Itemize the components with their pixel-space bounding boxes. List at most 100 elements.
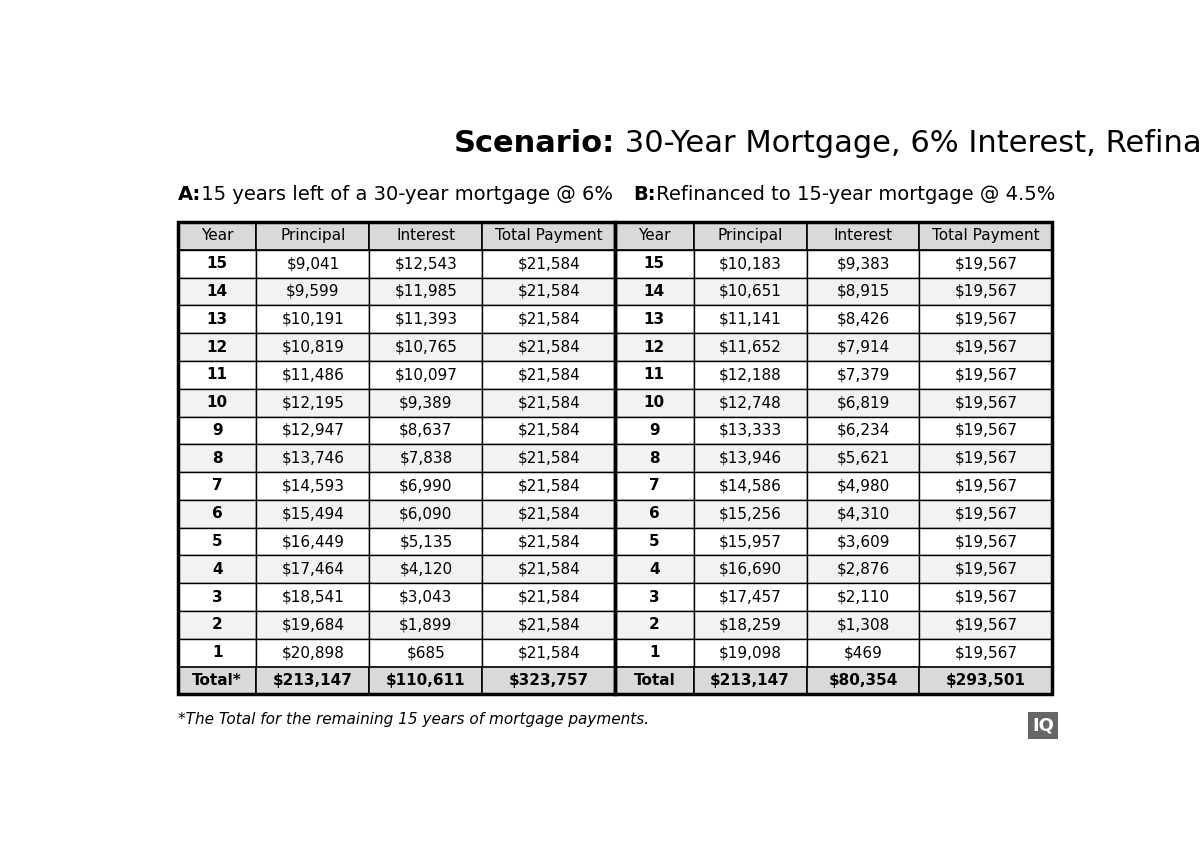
Text: $11,486: $11,486 [282,367,344,382]
Text: $21,584: $21,584 [517,479,580,493]
Text: $10,819: $10,819 [282,339,344,354]
Bar [482,416,616,444]
Bar [919,611,1052,639]
Text: $5,621: $5,621 [836,451,889,465]
Text: $213,147: $213,147 [274,673,353,688]
Bar [616,639,694,667]
Text: $13,333: $13,333 [719,423,781,438]
Text: 15: 15 [206,256,228,272]
Text: $21,584: $21,584 [517,618,580,632]
Text: $21,584: $21,584 [517,312,580,327]
Bar [694,639,806,667]
Bar [806,667,919,695]
Bar [482,444,616,472]
Text: $21,584: $21,584 [517,534,580,549]
Text: $18,259: $18,259 [719,618,781,632]
Bar [257,611,370,639]
Bar [694,416,806,444]
Bar [919,583,1052,611]
Bar [257,472,370,500]
Bar [616,305,694,333]
Text: $20,898: $20,898 [282,645,344,660]
Bar [178,250,257,277]
Text: $21,584: $21,584 [517,339,580,354]
Text: $213,147: $213,147 [710,673,790,688]
Text: $19,567: $19,567 [954,423,1018,438]
Text: $6,990: $6,990 [400,479,452,493]
Bar [694,250,806,277]
Text: IQ: IQ [1032,717,1054,734]
Bar [482,333,616,361]
Text: $21,584: $21,584 [517,395,580,410]
Text: $11,141: $11,141 [719,312,781,327]
Text: $9,599: $9,599 [287,284,340,299]
Text: $6,090: $6,090 [400,506,452,521]
Bar [919,472,1052,500]
Text: Year: Year [638,228,671,244]
Text: $19,567: $19,567 [954,284,1018,299]
Bar [616,416,694,444]
Text: 5: 5 [212,534,222,549]
Text: $19,098: $19,098 [719,645,781,660]
Text: 1: 1 [212,645,222,660]
Text: $21,584: $21,584 [517,423,580,438]
Bar [694,388,806,416]
Bar [694,277,806,305]
Text: 6: 6 [212,506,222,521]
Text: $19,567: $19,567 [954,479,1018,493]
Bar [178,305,257,333]
Bar [482,500,616,528]
Text: $19,567: $19,567 [954,367,1018,382]
Text: $19,567: $19,567 [954,312,1018,327]
Bar [370,250,482,277]
Bar [694,472,806,500]
Text: $21,584: $21,584 [517,506,580,521]
Bar [919,444,1052,472]
Text: $19,567: $19,567 [954,395,1018,410]
Text: Principal: Principal [718,228,782,244]
Text: $9,389: $9,389 [400,395,452,410]
Text: 12: 12 [643,339,665,354]
Text: $19,567: $19,567 [954,534,1018,549]
Bar [616,583,694,611]
Bar [370,611,482,639]
Bar [482,277,616,305]
Text: 12: 12 [206,339,228,354]
Text: $7,379: $7,379 [836,367,889,382]
Text: 8: 8 [649,451,660,465]
Bar [370,388,482,416]
Bar [178,277,257,305]
Text: 3: 3 [212,590,222,605]
Bar [806,388,919,416]
Text: $9,383: $9,383 [836,256,889,272]
Bar [257,305,370,333]
Bar [482,528,616,556]
Text: 13: 13 [643,312,665,327]
Bar [178,361,257,388]
Bar [806,500,919,528]
Text: $7,914: $7,914 [836,339,889,354]
Text: $21,584: $21,584 [517,284,580,299]
Text: Total Payment: Total Payment [932,228,1039,244]
Bar [178,333,257,361]
Text: $10,765: $10,765 [395,339,457,354]
Bar [806,250,919,277]
Bar [178,611,257,639]
Text: $11,652: $11,652 [719,339,781,354]
Text: $3,609: $3,609 [836,534,889,549]
Bar [257,277,370,305]
Text: 11: 11 [643,367,665,382]
Bar [482,639,616,667]
Text: $21,584: $21,584 [517,562,580,577]
Bar [370,305,482,333]
Text: Interest: Interest [396,228,456,244]
Bar [806,528,919,556]
Bar [919,416,1052,444]
Text: $16,690: $16,690 [719,562,781,577]
Text: 2: 2 [649,618,660,632]
Bar [616,222,1052,695]
Text: $11,393: $11,393 [395,312,457,327]
Text: B:: B: [634,184,656,204]
Text: $21,584: $21,584 [517,451,580,465]
Bar [482,305,616,333]
